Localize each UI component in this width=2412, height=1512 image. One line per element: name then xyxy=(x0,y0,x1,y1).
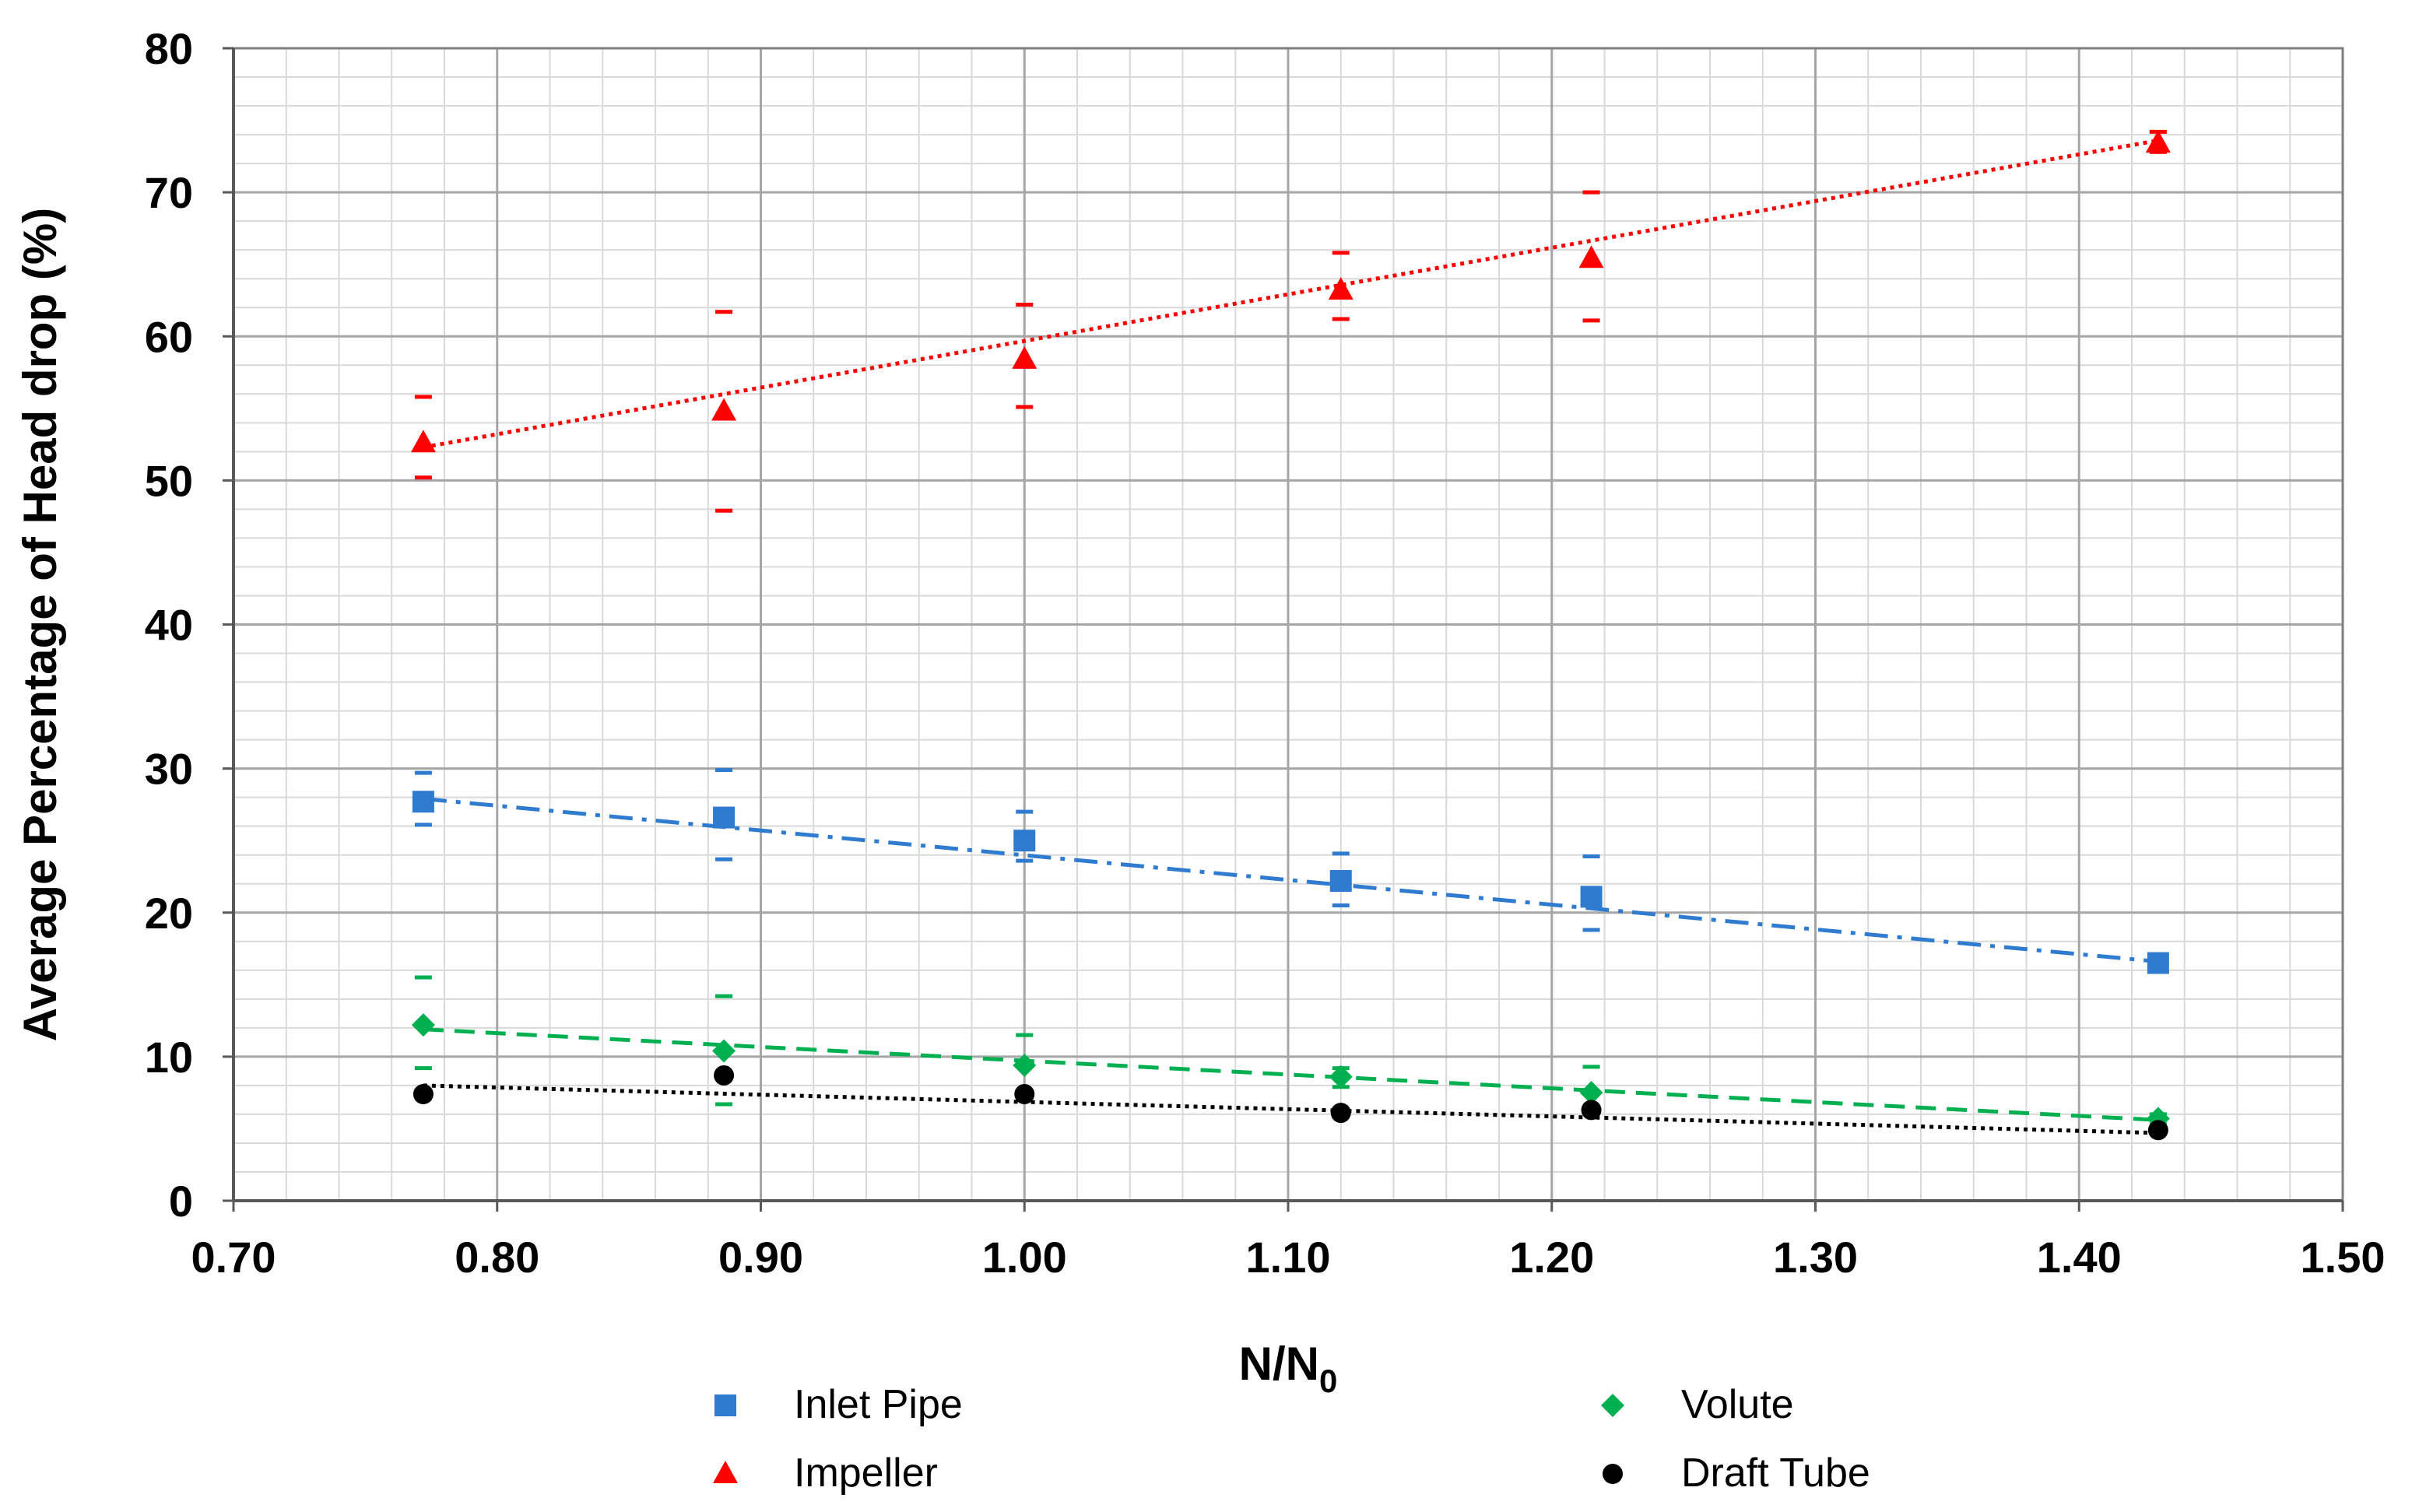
gridlines xyxy=(232,47,2344,1202)
inlet-pipe-data-point xyxy=(2147,952,2169,974)
legend-item-volute: Volute xyxy=(1601,1382,1794,1427)
x-tick-label: 1.10 xyxy=(1246,1233,1331,1282)
y-tick-label: 20 xyxy=(145,889,193,938)
legend-marker-impeller xyxy=(713,1461,738,1483)
draft-tube-data-point xyxy=(1330,1103,1351,1124)
volute-data-point xyxy=(1329,1065,1353,1089)
volute-data-point xyxy=(1579,1081,1603,1105)
x-tick-label: 0.90 xyxy=(718,1233,803,1282)
legend: Inlet Pipe Impeller Volute Draft Tube xyxy=(713,1382,1870,1496)
volute-data-point xyxy=(712,1039,736,1063)
x-tick-label: 1.30 xyxy=(1773,1233,1858,1282)
x-axis-title: N/N0 xyxy=(1239,1338,1338,1399)
x-axis-title-main: N/N xyxy=(1239,1338,1319,1390)
y-tick-label: 30 xyxy=(145,745,193,794)
y-tick-label: 40 xyxy=(145,601,193,650)
x-tick-label: 1.20 xyxy=(1509,1233,1594,1282)
draft-tube-data-point xyxy=(1581,1100,1602,1121)
y-tick-label: 80 xyxy=(145,24,193,73)
axes: 0.70 0.80 0.90 1.00 1.10 1.20 1.30 1.40 1.50 0 10 2… xyxy=(14,24,2386,1399)
impeller-trendline xyxy=(423,139,2159,450)
draft-tube-data-point xyxy=(1014,1084,1035,1105)
y-axis-title: Average Percentage of Head drop (%) xyxy=(14,208,66,1041)
volute-trendline xyxy=(423,1027,2159,1122)
legend-label-inlet-pipe: Inlet Pipe xyxy=(794,1382,963,1427)
legend-item-impeller: Impeller xyxy=(713,1451,938,1496)
inlet-pipe-trendline xyxy=(423,797,2159,964)
impeller-data-point xyxy=(1578,245,1604,268)
impeller-data-point xyxy=(711,398,737,421)
legend-item-inlet-pipe: Inlet Pipe xyxy=(714,1382,963,1427)
x-axis-title-subscript: 0 xyxy=(1319,1363,1337,1399)
x-tick-label: 0.80 xyxy=(455,1233,539,1282)
legend-item-draft-tube: Draft Tube xyxy=(1603,1451,1870,1496)
inlet-pipe-data-point xyxy=(1580,886,1603,908)
inlet-pipe-data-point xyxy=(412,791,434,813)
impeller-data-point xyxy=(1328,277,1353,300)
y-tick-label: 50 xyxy=(145,456,193,505)
inlet-pipe-data-point xyxy=(1013,830,1036,852)
draft-tube-data-point xyxy=(2147,1120,2168,1141)
data-markers xyxy=(410,130,2171,1141)
x-tick-label: 1.00 xyxy=(982,1233,1067,1282)
legend-label-impeller: Impeller xyxy=(794,1451,938,1496)
draft-tube-trendline xyxy=(423,1083,2158,1135)
x-tick-label: 1.40 xyxy=(2037,1233,2122,1282)
draft-tube-data-point xyxy=(714,1065,735,1086)
x-tick-label: 0.70 xyxy=(191,1233,276,1282)
volute-data-point xyxy=(411,1013,435,1037)
y-tick-label: 0 xyxy=(169,1177,193,1226)
impeller-data-point xyxy=(410,430,436,453)
legend-marker-volute xyxy=(1601,1394,1624,1417)
impeller-data-point xyxy=(1012,346,1037,369)
x-tick-label: 1.50 xyxy=(2301,1233,2386,1282)
draft-tube-data-point xyxy=(413,1084,434,1105)
y-tick-label: 10 xyxy=(145,1033,193,1082)
trendlines xyxy=(423,139,2159,1135)
legend-marker-inlet-pipe xyxy=(714,1394,736,1416)
y-tick-label: 60 xyxy=(145,312,193,361)
legend-label-volute: Volute xyxy=(1681,1382,1794,1427)
inlet-pipe-data-point xyxy=(713,806,736,829)
impeller-data-point xyxy=(2145,130,2171,153)
y-tick-label: 70 xyxy=(145,168,193,217)
legend-marker-draft-tube xyxy=(1603,1464,1623,1484)
legend-label-draft-tube: Draft Tube xyxy=(1681,1451,1870,1496)
inlet-pipe-data-point xyxy=(1329,870,1352,893)
volute-data-point xyxy=(1013,1053,1037,1077)
